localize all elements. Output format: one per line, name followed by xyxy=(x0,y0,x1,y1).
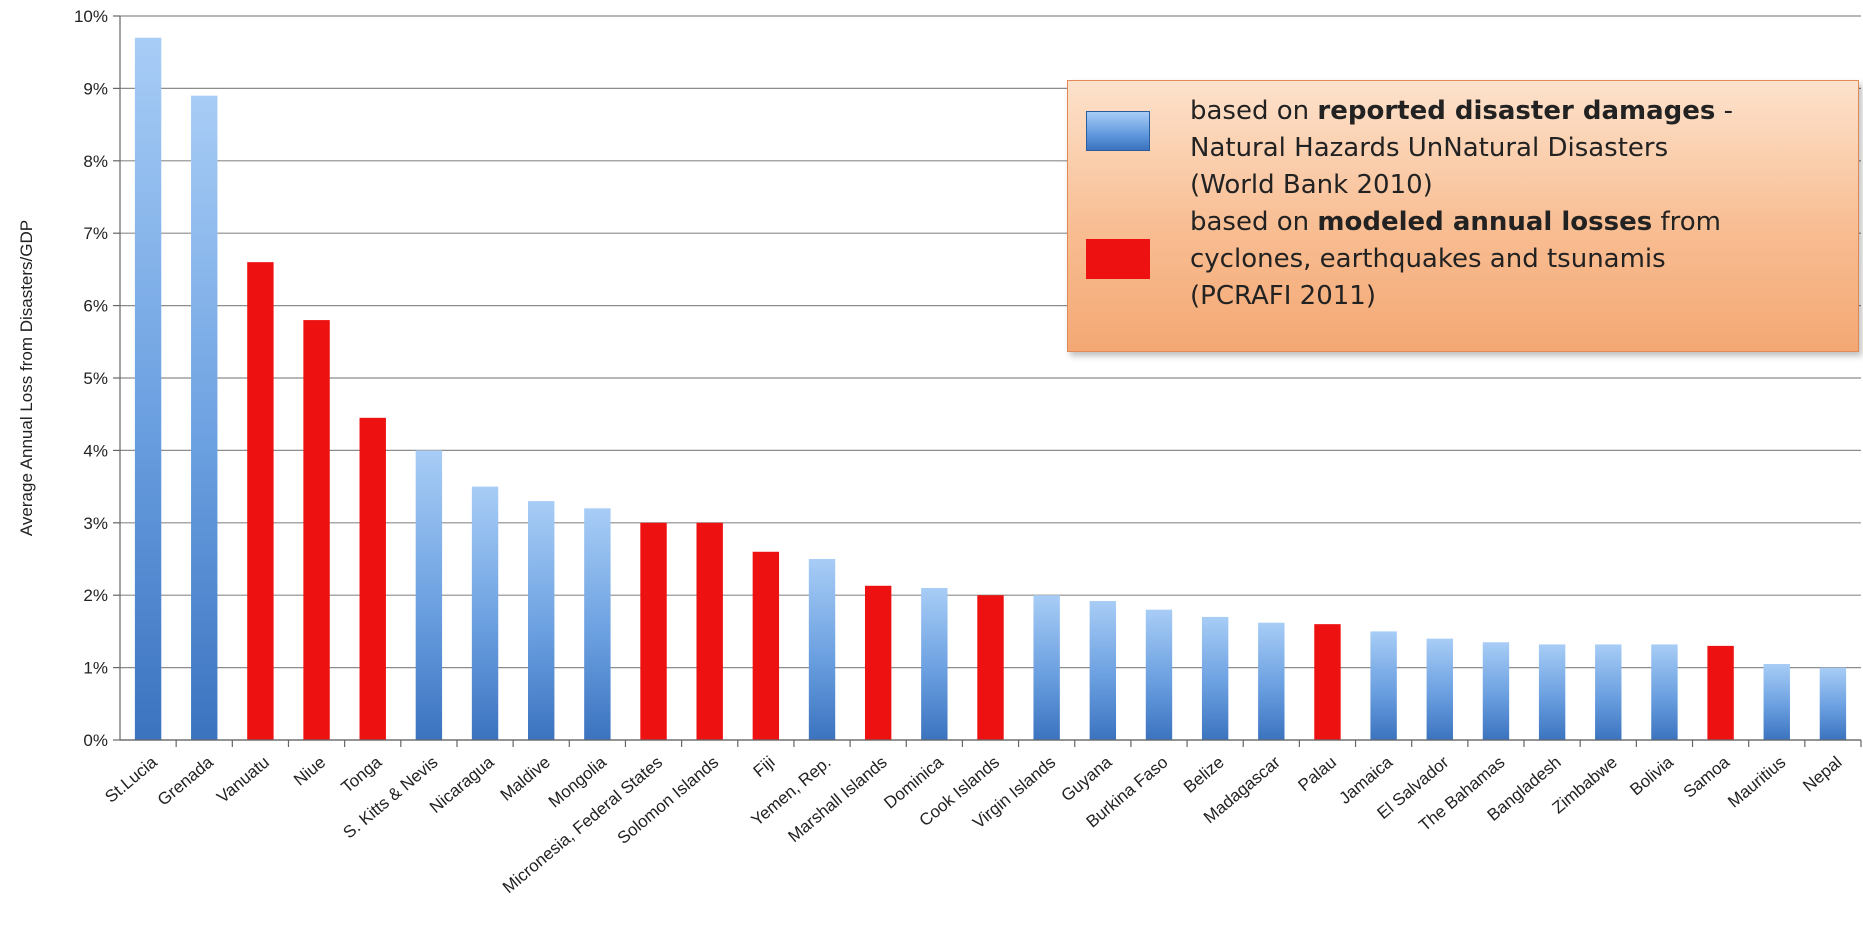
bar xyxy=(247,262,273,740)
bar xyxy=(865,586,891,740)
bar xyxy=(360,418,386,740)
x-tick-label: Nepal xyxy=(1799,753,1845,796)
legend-swatch-reported xyxy=(1086,111,1150,151)
y-tick-label: 8% xyxy=(83,152,108,171)
bar xyxy=(584,508,610,740)
x-tick-label: Palau xyxy=(1295,753,1341,796)
x-tick-label: Belize xyxy=(1180,753,1228,797)
bar xyxy=(303,320,329,740)
bar xyxy=(1651,644,1677,740)
y-tick-label: 6% xyxy=(83,297,108,316)
bar xyxy=(1202,617,1228,740)
x-tick-label: Marshall Islands xyxy=(784,753,890,847)
x-tick-label: Fiji xyxy=(750,753,779,782)
bar xyxy=(191,96,217,740)
x-tick-label: Grenada xyxy=(154,752,217,809)
bar xyxy=(809,559,835,740)
bar xyxy=(135,38,161,740)
bar xyxy=(1314,624,1340,740)
x-tick-label: Niue xyxy=(290,753,329,790)
y-axis-label: Average Annual Loss from Disasters/GDP xyxy=(17,220,36,536)
bar xyxy=(1483,642,1509,740)
legend-entry-modeled: based on modeled annual losses from cycl… xyxy=(1190,204,1850,315)
chart-legend: based on reported disaster damages - Nat… xyxy=(1067,80,1859,352)
bar xyxy=(753,552,779,740)
legend-swatch-modeled xyxy=(1086,239,1150,279)
bar xyxy=(1764,664,1790,740)
y-tick-label: 3% xyxy=(83,514,108,533)
legend-reported-line-1: based on reported disaster damages - xyxy=(1190,93,1850,130)
legend-modeled-line-1: based on modeled annual losses from xyxy=(1190,204,1850,241)
bar xyxy=(1595,644,1621,740)
bar xyxy=(1370,631,1396,740)
x-tick-label: S. Kitts & Nevis xyxy=(340,753,442,843)
y-tick-label: 1% xyxy=(83,659,108,678)
bar xyxy=(1090,601,1116,740)
legend-reported-line-2: Natural Hazards UnNatural Disasters xyxy=(1190,130,1850,167)
bar xyxy=(977,595,1003,740)
legend-modeled-line-2: cyclones, earthquakes and tsunamis xyxy=(1190,241,1850,278)
y-tick-label: 10% xyxy=(74,7,108,26)
y-tick-label: 7% xyxy=(83,224,108,243)
legend-modeled-line-3: (PCRAFI 2011) xyxy=(1190,278,1850,315)
legend-entry-reported: based on reported disaster damages - Nat… xyxy=(1190,93,1850,204)
y-tick-label: 9% xyxy=(83,79,108,98)
bar xyxy=(472,487,498,740)
bar xyxy=(1258,623,1284,740)
x-tick-label: Samoa xyxy=(1680,752,1734,802)
x-tick-label: Solomon Islands xyxy=(614,753,722,848)
y-tick-label: 5% xyxy=(83,369,108,388)
bar xyxy=(416,450,442,740)
x-tick-label: Tonga xyxy=(338,752,386,797)
x-tick-label: St.Lucia xyxy=(101,752,161,806)
x-tick-label: Bolivia xyxy=(1626,752,1677,799)
bar xyxy=(528,501,554,740)
y-tick-label: 2% xyxy=(83,586,108,605)
bar xyxy=(1707,646,1733,740)
bar xyxy=(1146,610,1172,740)
bar xyxy=(1820,668,1846,740)
y-tick-label: 0% xyxy=(83,731,108,750)
x-tick-label: Vanuatu xyxy=(213,753,273,807)
bar xyxy=(1539,644,1565,740)
bar xyxy=(640,523,666,740)
bar xyxy=(1427,639,1453,740)
bar xyxy=(1033,595,1059,740)
legend-reported-line-3: (World Bank 2010) xyxy=(1190,167,1850,204)
bar xyxy=(921,588,947,740)
bar xyxy=(696,523,722,740)
x-tick-label: Mauritius xyxy=(1724,753,1789,812)
y-tick-label: 4% xyxy=(83,441,108,460)
